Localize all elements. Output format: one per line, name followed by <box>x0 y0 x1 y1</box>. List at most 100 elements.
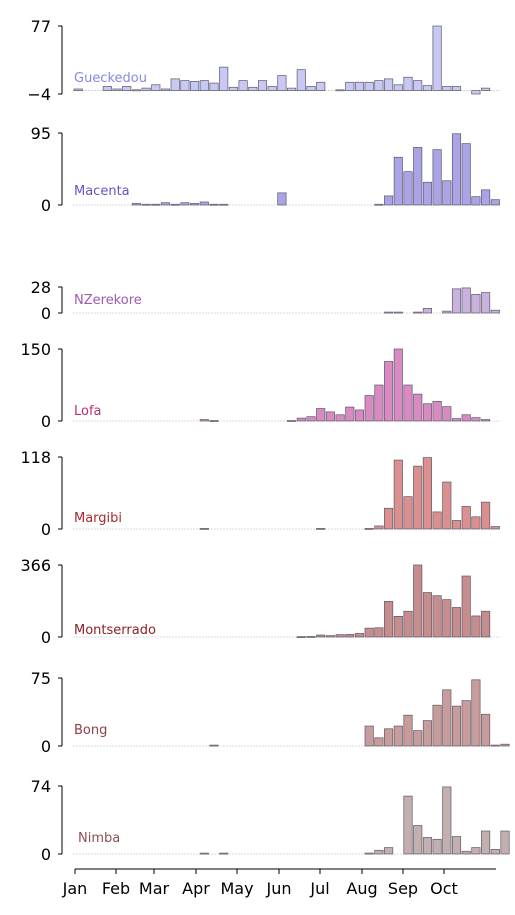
gueckedou-bar <box>228 86 238 91</box>
macenta-label: Macenta <box>74 184 130 199</box>
montserrado-bar <box>296 636 306 638</box>
nimba-y-tick-label: 74 <box>31 777 51 796</box>
nimba-bar <box>490 849 500 855</box>
nzerekore-bar <box>481 292 491 314</box>
margibi-bar <box>481 501 491 530</box>
macenta-bar <box>374 203 384 206</box>
gueckedou-bar <box>170 78 180 91</box>
macenta-bar <box>199 201 209 206</box>
macenta-bar <box>422 181 432 206</box>
macenta-bar <box>471 196 481 206</box>
montserrado-bar <box>403 610 413 638</box>
nimba-bar <box>422 837 432 855</box>
margibi-bar <box>393 459 403 530</box>
gueckedou-bar <box>403 76 413 91</box>
gueckedou-label: Gueckedou <box>74 71 147 86</box>
margibi-bar <box>316 528 326 530</box>
bong-bar <box>209 744 219 747</box>
macenta-bar <box>393 156 403 206</box>
macenta-bar <box>160 202 171 206</box>
macenta-bar <box>190 203 200 206</box>
gueckedou-y-tick-label: 77 <box>31 17 51 36</box>
gueckedou-y-tick-label: −4 <box>27 85 51 104</box>
margibi-bar <box>451 520 462 530</box>
nzerekore-bar <box>471 294 481 314</box>
x-tick-label: Oct <box>430 879 458 898</box>
nimba-bar <box>374 849 384 855</box>
x-tick-label: Sep <box>388 879 418 898</box>
lofa-bar <box>432 400 442 422</box>
montserrado-bar <box>481 610 491 638</box>
gueckedou-bar <box>151 84 161 91</box>
lofa-bar <box>287 420 297 422</box>
nimba-bar <box>364 852 374 855</box>
nimba-bar <box>432 838 442 855</box>
bong-bar <box>364 725 374 747</box>
margibi-bar <box>374 525 384 530</box>
macenta-bar <box>151 203 161 206</box>
margibi-bar <box>422 457 432 530</box>
montserrado-bar <box>335 634 345 638</box>
lofa-bar <box>345 406 355 422</box>
macenta-y-tick-label: 95 <box>31 124 51 143</box>
lofa-bar <box>393 348 403 422</box>
margibi-bar <box>384 507 394 530</box>
gueckedou-bar <box>248 86 258 91</box>
margibi-bar <box>490 526 500 530</box>
gueckedou-bar <box>306 86 316 91</box>
margibi-bar <box>432 511 442 530</box>
montserrado-bar <box>432 595 442 638</box>
lofa-y-tick-label: 150 <box>20 340 51 359</box>
lofa-bar <box>413 393 423 422</box>
gueckedou-bar <box>131 89 141 92</box>
bong-bar <box>471 679 481 747</box>
lofa-bar <box>209 420 219 422</box>
gueckedou-bar <box>316 81 326 91</box>
nimba-bar <box>442 786 452 855</box>
nzerekore-bar <box>422 308 432 314</box>
lofa-bar <box>481 419 491 422</box>
montserrado-bar <box>451 607 462 638</box>
nimba-bar <box>413 825 423 855</box>
bong-bar <box>451 705 462 747</box>
macenta-bar <box>170 203 180 206</box>
montserrado-bar <box>413 564 423 638</box>
gueckedou-bar <box>451 86 462 91</box>
x-tick-label: Jun <box>266 879 292 898</box>
nimba-bar <box>481 830 491 855</box>
gueckedou-bar <box>257 80 268 91</box>
gueckedou-bar <box>481 87 491 91</box>
bong-label: Bong <box>74 723 107 738</box>
margibi-bar <box>413 465 423 530</box>
bong-bar <box>403 714 413 747</box>
nimba-y-tick-label: 0 <box>41 845 51 864</box>
nzerekore-bar <box>393 311 403 314</box>
montserrado-y-tick-label: 366 <box>20 556 51 575</box>
gueckedou-bar <box>354 81 365 91</box>
x-tick-label: May <box>220 879 253 898</box>
lofa-label: Lofa <box>74 404 102 419</box>
x-tick-label: Mar <box>139 879 170 898</box>
montserrado-bar <box>374 627 384 638</box>
gueckedou-bar <box>102 86 112 91</box>
nimba-label: Nimba <box>78 831 120 846</box>
x-tick-label: Aug <box>346 879 377 898</box>
gueckedou-bar <box>180 80 190 91</box>
bong-bar <box>461 700 471 747</box>
nimba-bar <box>471 847 481 855</box>
lofa-bar <box>471 417 481 422</box>
montserrado-bar <box>471 615 481 638</box>
lofa-bar <box>199 419 209 422</box>
gueckedou-bar <box>267 86 277 91</box>
nzerekore-bar <box>490 309 500 314</box>
bong-bar <box>393 725 403 747</box>
x-tick-label: Apr <box>182 879 210 898</box>
gueckedou-bar <box>432 25 442 91</box>
nimba-bar <box>403 795 413 855</box>
margibi-bar <box>199 528 209 530</box>
gueckedou-bar <box>374 80 384 91</box>
gueckedou-bar <box>199 80 209 91</box>
lofa-bar <box>354 409 365 422</box>
gueckedou-bar <box>277 75 287 91</box>
